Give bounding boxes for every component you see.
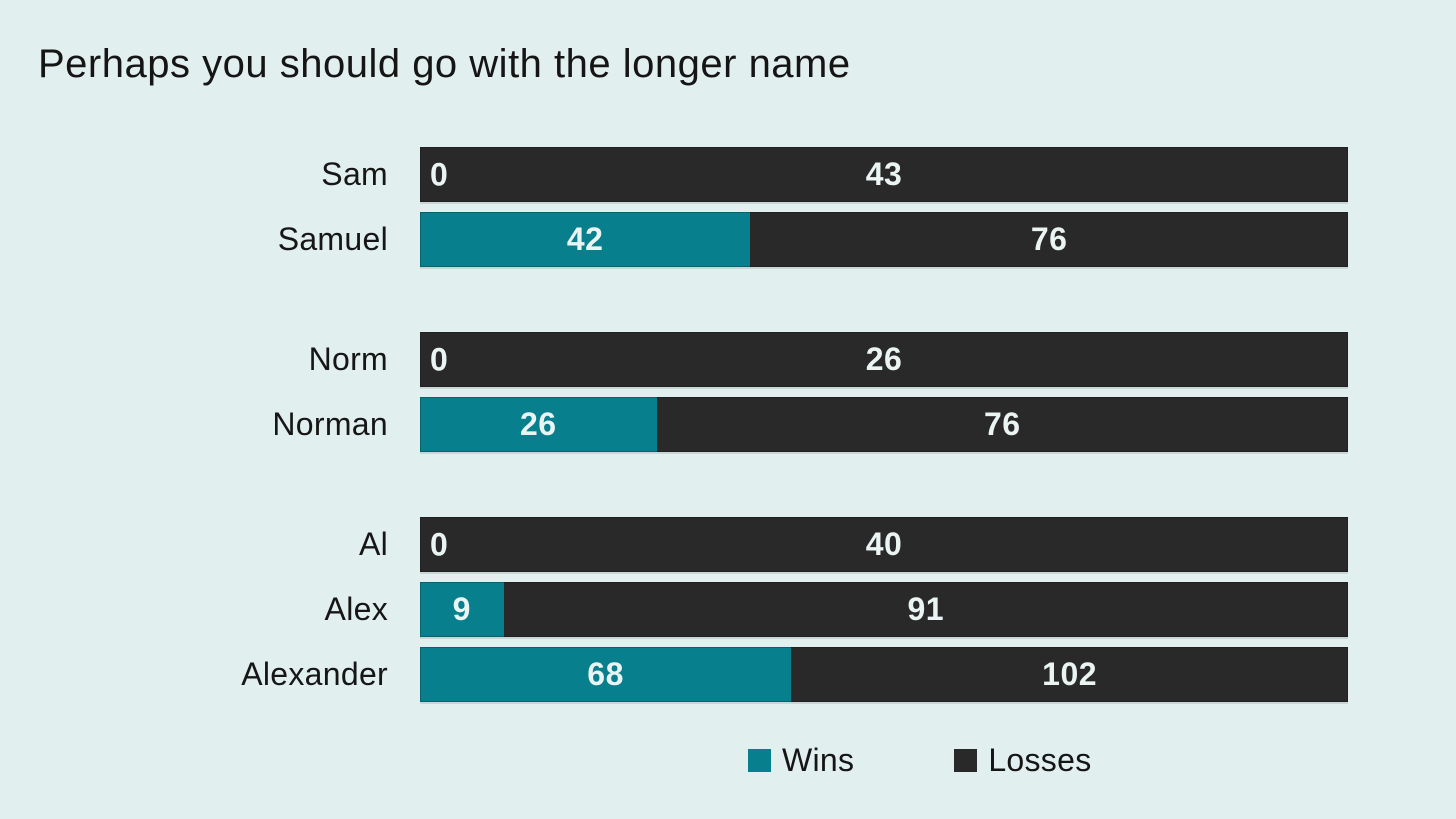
legend: Wins Losses: [748, 742, 1092, 779]
category-label: Al: [358, 526, 388, 562]
losses-bar-segment: 26: [420, 332, 1348, 387]
category-label: Alexander: [241, 656, 388, 692]
bar-track: 40 0: [420, 517, 1348, 572]
wins-value-label: 9: [452, 591, 471, 627]
category-label: Alex: [324, 591, 388, 627]
wins-bar-segment: 26: [420, 397, 657, 452]
wins-legend-swatch: [748, 749, 771, 772]
bar-track: 26 0: [420, 332, 1348, 387]
wins-bar-segment: 9: [420, 582, 504, 637]
losses-value-label: 76: [1030, 221, 1068, 257]
losses-value-label: 40: [865, 526, 903, 562]
chart-row: Sam 43 0: [0, 147, 1348, 202]
category-label: Norm: [308, 341, 388, 377]
wins-value-label: 0: [430, 526, 449, 562]
chart-row: Norman 26 76: [0, 397, 1348, 452]
losses-bar-segment: 91: [503, 582, 1348, 637]
losses-value-label: 43: [865, 156, 903, 192]
bar-track: 42 76: [420, 212, 1348, 267]
chart-row: Samuel 42 76: [0, 212, 1348, 267]
chart-group: Al 40 0 Alex 9 91 Alexander 68 102: [0, 517, 1348, 702]
chart-row: Alex 9 91: [0, 582, 1348, 637]
category-label: Samuel: [277, 221, 388, 257]
wins-value-label: 68: [587, 656, 624, 692]
bar-track: 9 91: [420, 582, 1348, 637]
losses-bar-segment: 76: [750, 212, 1348, 267]
chart-group: Sam 43 0 Samuel 42 76: [0, 147, 1348, 267]
losses-value-label: 26: [865, 341, 903, 377]
wins-value-label: 26: [519, 406, 557, 442]
bar-track: 68 102: [420, 647, 1348, 702]
chart-group: Norm 26 0 Norman 26 76: [0, 332, 1348, 452]
category-label: Norman: [272, 406, 388, 442]
wins-value-label: 0: [430, 341, 449, 377]
losses-value-label: 76: [983, 406, 1021, 442]
bar-track: 43 0: [420, 147, 1348, 202]
losses-bar-segment: 76: [656, 397, 1348, 452]
bar-track: 26 76: [420, 397, 1348, 452]
category-label: Sam: [321, 156, 388, 192]
wins-bar-segment: 42: [420, 212, 751, 267]
chart-row: Al 40 0: [0, 517, 1348, 572]
losses-bar-segment: 40: [420, 517, 1348, 572]
wins-value-label: 0: [430, 156, 449, 192]
legend-item-losses: Losses: [954, 742, 1091, 779]
losses-bar-segment: 102: [791, 647, 1348, 702]
losses-legend-swatch: [954, 749, 978, 772]
wins-value-label: 42: [566, 221, 604, 257]
chart: Sam 43 0 Samuel 42 76 Norm 26 0 Norman 26 76 Al 40 0 Al…: [0, 147, 1348, 702]
legend-item-wins: Wins: [748, 742, 854, 779]
losses-value-label: 102: [1042, 656, 1098, 692]
wins-bar-segment: 68: [420, 647, 792, 702]
wins-legend-label: Wins: [782, 742, 855, 778]
chart-row: Alexander 68 102: [0, 647, 1348, 702]
chart-row: Norm 26 0: [0, 332, 1348, 387]
losses-value-label: 91: [907, 591, 945, 627]
chart-title: Perhaps you should go with the longer na…: [38, 42, 851, 86]
losses-bar-segment: 43: [420, 147, 1348, 202]
losses-legend-label: Losses: [988, 742, 1092, 778]
